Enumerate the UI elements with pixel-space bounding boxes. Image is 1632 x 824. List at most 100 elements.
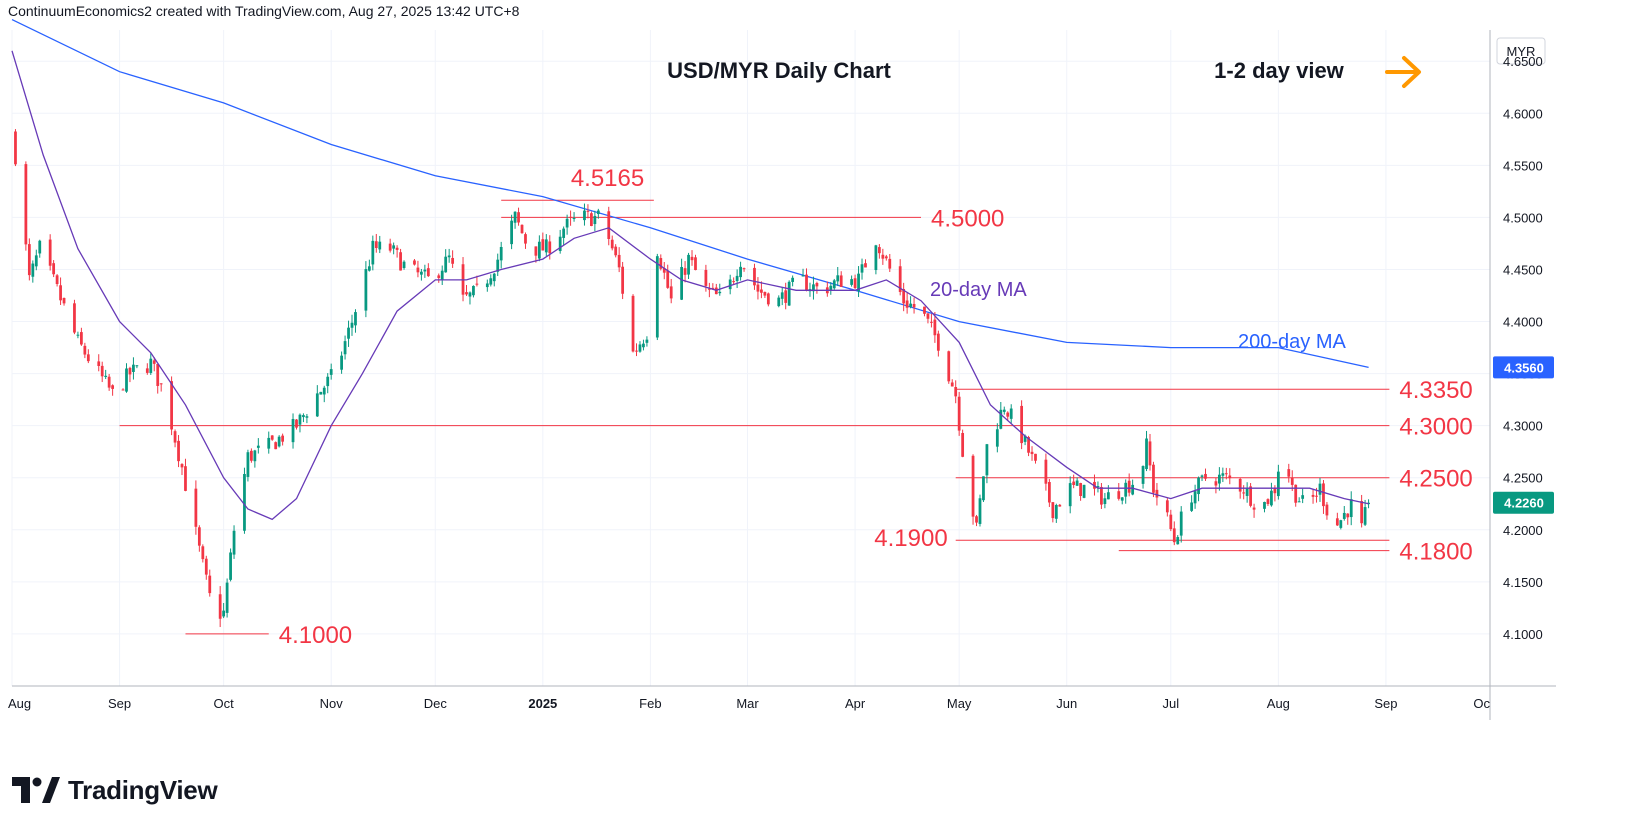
candle[interactable] — [1034, 453, 1037, 464]
candle[interactable] — [1221, 467, 1225, 483]
candle[interactable] — [784, 282, 788, 310]
candle[interactable] — [1072, 474, 1076, 489]
candle[interactable] — [760, 281, 763, 299]
candle[interactable] — [128, 366, 132, 383]
candle[interactable] — [850, 275, 854, 287]
candle[interactable] — [1290, 470, 1294, 492]
candle[interactable] — [839, 271, 843, 287]
candle[interactable] — [687, 252, 690, 280]
candle[interactable] — [812, 276, 815, 300]
candle[interactable] — [159, 383, 163, 392]
candle[interactable] — [1249, 483, 1252, 508]
candle[interactable] — [180, 463, 184, 476]
candle[interactable] — [97, 354, 101, 372]
candle[interactable] — [243, 467, 246, 534]
candle[interactable] — [548, 235, 552, 260]
candle[interactable] — [1172, 521, 1176, 546]
candle[interactable] — [326, 373, 330, 394]
candle[interactable] — [815, 281, 819, 294]
candle[interactable] — [544, 234, 548, 256]
candle[interactable] — [121, 388, 125, 391]
candle[interactable] — [315, 385, 319, 417]
candle[interactable] — [125, 363, 128, 393]
candle[interactable] — [728, 274, 732, 295]
candle[interactable] — [596, 208, 600, 219]
candle[interactable] — [347, 320, 350, 347]
candle[interactable] — [277, 435, 281, 448]
candle[interactable] — [558, 229, 562, 254]
candle[interactable] — [173, 429, 177, 448]
candle[interactable] — [492, 272, 496, 287]
candle[interactable] — [350, 314, 354, 336]
candle[interactable] — [957, 391, 961, 436]
candle[interactable] — [364, 261, 368, 318]
candle[interactable] — [1190, 495, 1194, 512]
candle[interactable] — [392, 242, 396, 255]
candle[interactable] — [499, 241, 503, 269]
candle[interactable] — [1020, 400, 1024, 450]
candle[interactable] — [1193, 484, 1197, 509]
candle[interactable] — [55, 274, 59, 287]
candle[interactable] — [933, 311, 937, 343]
candle[interactable] — [1346, 513, 1350, 525]
candle[interactable] — [1106, 485, 1110, 500]
candle[interactable] — [135, 365, 139, 369]
candle[interactable] — [1179, 506, 1183, 543]
candle[interactable] — [371, 235, 375, 271]
candle[interactable] — [631, 294, 635, 353]
candle[interactable] — [1058, 503, 1062, 507]
candle[interactable] — [513, 211, 517, 229]
candle[interactable] — [780, 287, 784, 306]
candle[interactable] — [253, 449, 257, 468]
candle[interactable] — [420, 268, 423, 281]
candles[interactable] — [14, 129, 1370, 628]
candle[interactable] — [877, 244, 881, 259]
candle[interactable] — [194, 480, 198, 535]
candle[interactable] — [732, 277, 736, 286]
candle[interactable] — [156, 363, 160, 394]
candle[interactable] — [367, 259, 371, 272]
candle[interactable] — [655, 253, 659, 341]
candle[interactable] — [586, 204, 590, 219]
candle[interactable] — [756, 277, 760, 300]
candle[interactable] — [520, 224, 524, 234]
candle[interactable] — [246, 449, 250, 482]
candle[interactable] — [805, 268, 808, 292]
candle[interactable] — [1079, 482, 1082, 501]
candle[interactable] — [204, 555, 208, 580]
candle[interactable] — [305, 413, 309, 424]
candle[interactable] — [1214, 477, 1218, 494]
candle[interactable] — [1322, 480, 1325, 514]
candle[interactable] — [1217, 467, 1221, 491]
candle[interactable] — [437, 273, 441, 283]
candle[interactable] — [48, 234, 52, 271]
candle[interactable] — [73, 299, 76, 335]
candle[interactable] — [1141, 465, 1145, 489]
candle[interactable] — [281, 433, 285, 446]
candle[interactable] — [638, 341, 642, 353]
candle[interactable] — [1252, 503, 1256, 518]
candle[interactable] — [853, 274, 857, 290]
candle[interactable] — [666, 264, 670, 289]
candle[interactable] — [753, 263, 756, 290]
candle[interactable] — [832, 278, 836, 290]
candle[interactable] — [912, 297, 916, 314]
candle[interactable] — [572, 212, 576, 222]
candle[interactable] — [683, 261, 687, 283]
candle[interactable] — [270, 435, 274, 441]
candle[interactable] — [496, 253, 500, 276]
candle[interactable] — [617, 247, 621, 273]
candle[interactable] — [388, 238, 392, 253]
candle[interactable] — [1342, 506, 1346, 521]
candle[interactable] — [971, 454, 975, 525]
candle[interactable] — [107, 373, 111, 391]
candle[interactable] — [787, 280, 791, 306]
candle[interactable] — [1047, 479, 1051, 507]
candle[interactable] — [184, 458, 187, 492]
candle[interactable] — [610, 235, 614, 251]
candle[interactable] — [607, 206, 611, 246]
candle[interactable] — [1318, 477, 1322, 502]
candle[interactable] — [1131, 479, 1135, 496]
candle[interactable] — [825, 281, 829, 297]
candle[interactable] — [534, 246, 538, 263]
